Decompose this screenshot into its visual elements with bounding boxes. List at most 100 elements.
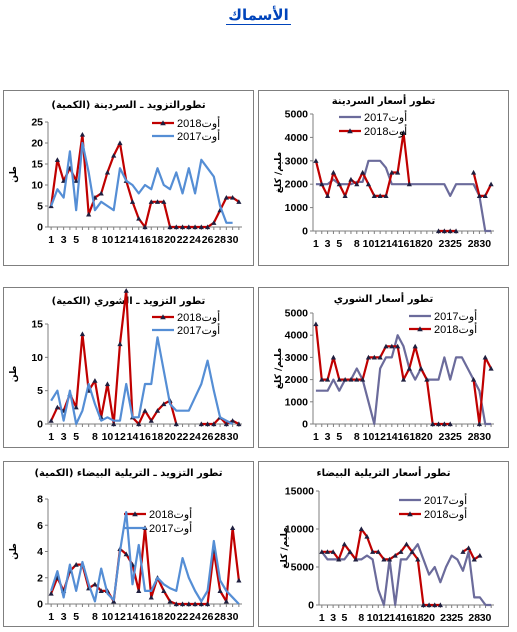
y-tick-label: 10: [31, 352, 43, 364]
x-tick-label: 18: [152, 431, 164, 443]
data-point: [48, 418, 54, 423]
data-point: [154, 408, 161, 413]
x-tick-label: 22: [177, 431, 189, 443]
data-point: [441, 421, 447, 427]
data-point: [324, 193, 331, 198]
data-point: [371, 193, 377, 198]
data-point: [365, 354, 372, 360]
x-tick-label: 5: [341, 612, 347, 624]
data-point: [336, 556, 342, 562]
data-point: [186, 224, 192, 230]
x-tick-label: 30: [479, 431, 491, 443]
x-tick-label: 20: [423, 612, 435, 624]
data-point: [198, 421, 204, 427]
series-line: [50, 336, 234, 426]
chart-panel-shoury-supply: تطور التزويد ـ الشوري (الكمية) 0 5 10 15 1 3 5 8…: [3, 287, 254, 448]
data-point: [111, 153, 117, 158]
x-tick-label: 14: [127, 431, 139, 443]
data-point: [86, 211, 92, 217]
data-point: [377, 193, 383, 198]
x-tick-label: 8: [92, 234, 98, 246]
x-tick-label: 16: [139, 234, 151, 246]
data-point: [348, 176, 354, 182]
legend-label: أوت2017: [177, 129, 220, 143]
data-point: [217, 588, 223, 593]
data-point: [204, 421, 211, 427]
y-tick-label: 6: [37, 520, 43, 532]
data-point: [236, 199, 242, 204]
x-tick-label: 18: [152, 611, 164, 623]
data-point: [432, 602, 438, 608]
data-point: [412, 343, 418, 349]
x-tick-label: 1: [313, 238, 319, 250]
data-point: [465, 545, 472, 551]
chart-title: تطور التزويد ـ التريلية البيضاء (الكمية): [34, 468, 222, 479]
data-point: [336, 377, 342, 382]
data-point: [395, 169, 401, 175]
x-tick-label: 20: [421, 431, 433, 443]
y-tick-label: 0: [302, 419, 308, 431]
x-tick-label: 12: [114, 234, 126, 246]
data-point: [136, 216, 142, 221]
data-point: [426, 602, 432, 608]
data-point: [386, 556, 393, 562]
data-point: [482, 354, 488, 360]
chart-panel-sardine-supply: تطورالتزويد ـ السردينة (الكمية) 0 5 10 15 20 2…: [3, 90, 254, 266]
data-point: [476, 421, 483, 427]
y-tick-label: 3000: [285, 155, 309, 167]
legend-label: أوت2018: [177, 116, 220, 130]
data-point: [360, 377, 366, 382]
data-point: [54, 157, 60, 162]
x-tick-label: 1: [48, 431, 54, 443]
x-tick-label: 5: [73, 611, 79, 623]
legend-label: أوت2017: [434, 309, 477, 323]
data-point: [377, 354, 383, 360]
x-tick-label: 30: [227, 234, 239, 246]
y-axis-label: طن: [9, 366, 19, 383]
x-tick-label: 28: [214, 431, 226, 443]
data-point: [453, 228, 459, 234]
data-point: [79, 132, 86, 137]
y-tick-label: 5000: [291, 562, 315, 574]
y-tick-label: 4000: [285, 330, 309, 342]
data-point: [73, 178, 79, 183]
y-tick-label: 2000: [285, 374, 309, 386]
x-tick-label: 24: [189, 431, 201, 443]
data-point: [198, 601, 204, 607]
data-point: [117, 140, 123, 146]
data-point: [136, 588, 142, 593]
x-tick-label: 28: [468, 612, 480, 624]
x-tick-label: 18: [412, 612, 424, 624]
data-point: [392, 553, 398, 558]
data-point: [435, 421, 442, 427]
chart-svg-bream-price: تطور أسعار التريلية البيضاء 0 5000 10000 150…: [280, 466, 494, 624]
y-tick-label: 0: [37, 419, 43, 431]
data-point: [441, 228, 447, 234]
x-tick-label: 8: [92, 431, 98, 443]
data-point: [319, 377, 325, 382]
chart-panel-bream-supply: تطور التزويد ـ التريلية البيضاء (الكمية)…: [3, 461, 254, 627]
data-point: [342, 193, 348, 198]
y-tick-label: 1000: [285, 202, 309, 214]
series-line: [314, 131, 411, 198]
data-point: [204, 224, 211, 230]
legend-marker: [417, 326, 423, 332]
data-point: [192, 224, 198, 230]
x-tick-label: 24: [189, 234, 201, 246]
x-tick-label: 3: [61, 611, 67, 623]
data-point: [230, 525, 236, 530]
y-tick-label: 4000: [285, 132, 309, 144]
x-tick-label: 26: [202, 611, 214, 623]
data-point: [330, 354, 337, 360]
x-tick-label: 5: [336, 238, 342, 250]
y-tick-label: 5: [37, 201, 43, 213]
y-tick-label: 0: [302, 226, 308, 238]
data-point: [420, 602, 427, 608]
y-tick-label: 5000: [285, 109, 309, 121]
series-line: [320, 543, 492, 607]
legend-label: أوت2017: [149, 521, 192, 535]
data-point: [437, 602, 443, 608]
x-tick-label: 22: [177, 611, 189, 623]
data-point: [73, 404, 79, 410]
x-tick-label: 18: [409, 431, 421, 443]
